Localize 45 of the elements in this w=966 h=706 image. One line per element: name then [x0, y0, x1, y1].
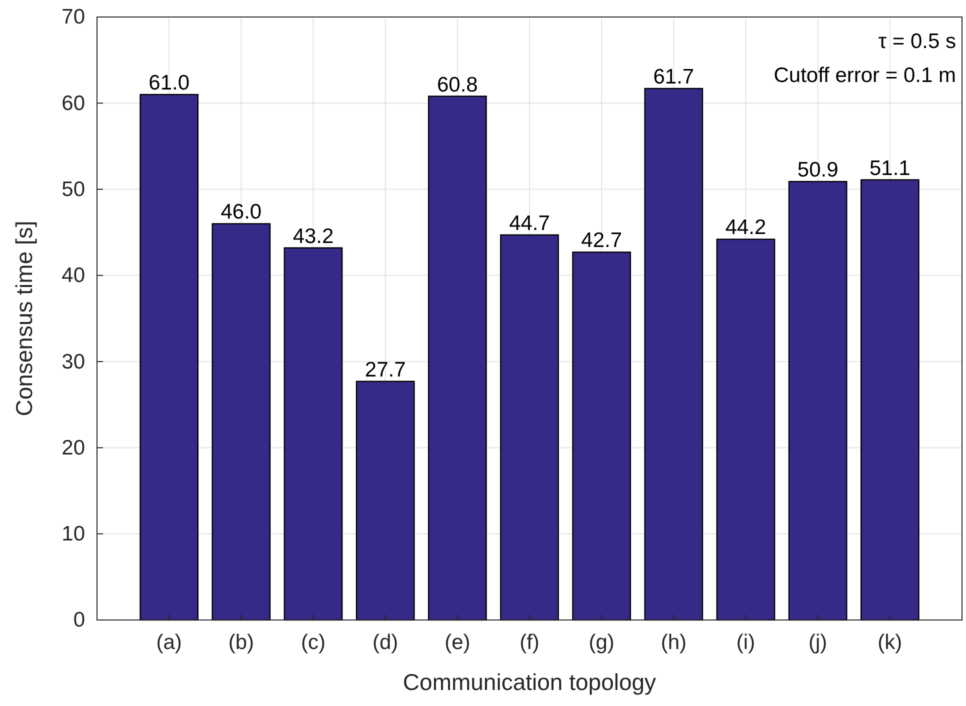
bar — [212, 223, 271, 621]
y-tick-label: 0 — [73, 608, 85, 632]
x-tick-label: (e) — [444, 630, 470, 654]
data-label: 50.9 — [797, 158, 838, 182]
bar — [356, 380, 415, 621]
y-tick-label: 10 — [62, 522, 85, 546]
y-tick-label: 20 — [62, 436, 85, 460]
annotation: τ = 0.5 s — [878, 30, 956, 53]
data-label: 60.8 — [436, 73, 478, 96]
bar — [860, 179, 920, 621]
data-label: 46.0 — [220, 200, 262, 224]
annotation: Cutoff error = 0.1 m — [774, 64, 956, 87]
data-label: 27.7 — [364, 358, 406, 382]
data-label: 61.0 — [148, 72, 190, 95]
x-tick-label: (c) — [301, 630, 326, 654]
data-label: 42.7 — [581, 229, 622, 252]
x-tick-label: (j) — [808, 630, 828, 654]
x-tick-label: (g) — [588, 630, 614, 654]
x-tick-label: (i) — [736, 630, 756, 654]
data-label: 51.1 — [869, 156, 910, 180]
y-tick-label: 70 — [62, 6, 85, 29]
x-tick-label: (h) — [660, 630, 687, 654]
y-tick-label: 40 — [62, 264, 85, 288]
y-tick-label: 60 — [62, 92, 85, 115]
y-axis-title: Consensus time [s] — [11, 220, 37, 416]
bar — [716, 238, 776, 621]
x-tick-label: (f) — [520, 630, 540, 654]
x-tick-label: (d) — [372, 630, 398, 654]
y-tick-label: 30 — [62, 350, 85, 374]
bar — [644, 88, 704, 621]
data-label: 61.7 — [653, 66, 694, 88]
x-tick-label: (k) — [878, 630, 902, 654]
bar — [788, 180, 848, 621]
data-label: 44.7 — [509, 212, 550, 235]
bar — [428, 96, 487, 621]
data-label: 44.2 — [725, 216, 766, 240]
x-tick-label: (a) — [156, 630, 182, 654]
x-axis-title: Communication topology — [402, 669, 657, 695]
data-label: 43.2 — [292, 224, 334, 248]
x-tick-label: (b) — [228, 630, 254, 654]
bar — [284, 247, 343, 621]
y-tick-label: 50 — [62, 178, 85, 202]
bar — [572, 252, 632, 621]
bar — [500, 234, 559, 621]
bar — [140, 94, 199, 621]
